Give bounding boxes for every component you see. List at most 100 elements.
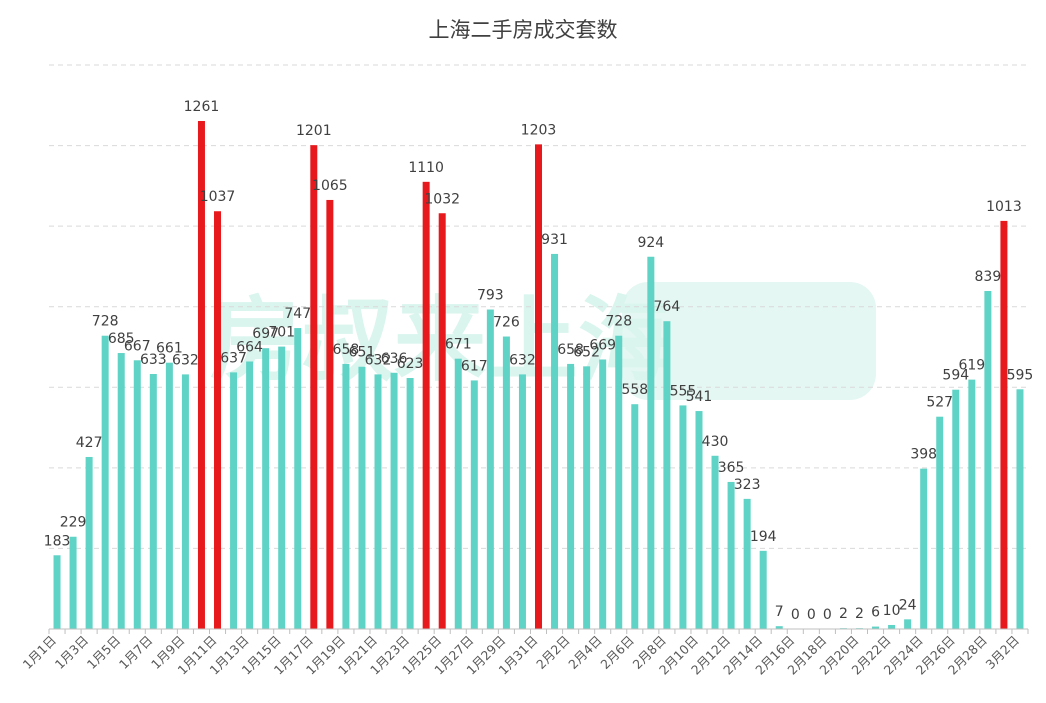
bar-2月23日 bbox=[904, 619, 912, 629]
bar-1月3日 bbox=[85, 456, 93, 629]
value-label: 229 bbox=[60, 515, 87, 531]
value-label: 669 bbox=[589, 337, 616, 353]
bar-2月8日 bbox=[663, 321, 671, 629]
x-tick-label: 3月2日 bbox=[983, 633, 1023, 673]
value-label: 430 bbox=[702, 434, 729, 450]
bar-1月12日 bbox=[230, 372, 238, 629]
bar-1月4日 bbox=[101, 335, 109, 629]
value-label: 1201 bbox=[296, 123, 332, 139]
watermark: 房叔来上海 bbox=[210, 282, 876, 400]
value-label: 619 bbox=[958, 358, 985, 374]
value-label: 1032 bbox=[424, 191, 460, 207]
bar-1月1日 bbox=[53, 555, 61, 629]
value-label: 652 bbox=[573, 344, 600, 360]
value-label: 527 bbox=[926, 395, 953, 411]
value-label: 658 bbox=[557, 342, 584, 358]
bar-2月1日 bbox=[551, 253, 559, 629]
x-tick-label: 1月5日 bbox=[84, 633, 124, 673]
value-label: 636 bbox=[381, 351, 408, 367]
value-label: 701 bbox=[268, 325, 295, 341]
x-tick-label: 2月6日 bbox=[597, 633, 637, 673]
value-label: 728 bbox=[605, 314, 632, 330]
bar-1月7日 bbox=[149, 373, 157, 629]
value-label: 931 bbox=[541, 232, 568, 248]
value-label: 0 bbox=[807, 607, 816, 623]
bar-3月1日 bbox=[1000, 220, 1008, 630]
value-label: 793 bbox=[477, 288, 504, 304]
value-label: 365 bbox=[718, 460, 745, 476]
bar-2月15日 bbox=[775, 626, 783, 629]
bar-1月19日 bbox=[342, 363, 350, 629]
value-label: 764 bbox=[654, 299, 681, 315]
value-label: 24 bbox=[899, 597, 917, 613]
bar-2月22日 bbox=[888, 624, 896, 629]
x-tick-label: 1月3日 bbox=[52, 633, 92, 673]
x-tick-label: 2月4日 bbox=[565, 633, 605, 673]
value-label: 658 bbox=[333, 342, 360, 358]
bar-1月31日 bbox=[535, 144, 542, 629]
bar-1月15日 bbox=[278, 346, 286, 629]
bar-2月28日 bbox=[984, 291, 992, 629]
value-label: 541 bbox=[686, 389, 713, 405]
bar-2月6日 bbox=[631, 404, 639, 629]
value-label: 183 bbox=[44, 533, 71, 549]
bar-1月29日 bbox=[502, 336, 510, 629]
value-label: 6 bbox=[871, 605, 880, 621]
bar-2月10日 bbox=[695, 411, 703, 629]
bar-2月5日 bbox=[615, 335, 623, 629]
bar-1月26日 bbox=[454, 358, 462, 629]
bar-2月2日 bbox=[567, 363, 575, 629]
value-label: 1065 bbox=[312, 178, 348, 194]
bar-1月20日 bbox=[358, 366, 366, 629]
watermark-badge bbox=[622, 282, 876, 400]
bar-2月11日 bbox=[711, 455, 719, 629]
bar-3月2日 bbox=[1016, 389, 1024, 629]
value-label: 1203 bbox=[521, 122, 557, 138]
value-label: 595 bbox=[1007, 367, 1034, 383]
value-label: 427 bbox=[76, 435, 103, 451]
value-label: 685 bbox=[108, 331, 135, 347]
value-label: 594 bbox=[942, 368, 969, 384]
value-label: 7 bbox=[775, 604, 784, 620]
value-label: 1013 bbox=[986, 199, 1022, 215]
bar-2月9日 bbox=[679, 405, 687, 629]
value-label: 558 bbox=[621, 382, 648, 398]
value-label: 924 bbox=[637, 235, 664, 251]
bar-2月12日 bbox=[727, 481, 735, 629]
bar-1月22日 bbox=[390, 372, 398, 629]
bar-1月27日 bbox=[470, 380, 478, 629]
value-label: 697 bbox=[252, 326, 279, 342]
value-label: 1261 bbox=[184, 99, 220, 115]
bars bbox=[53, 120, 1024, 630]
value-label: 632 bbox=[509, 352, 536, 368]
x-tick-label: 1月1日 bbox=[20, 633, 60, 673]
value-label: 671 bbox=[445, 337, 472, 353]
value-label: 2 bbox=[839, 606, 848, 622]
bar-1月25日 bbox=[438, 213, 446, 629]
value-label: 726 bbox=[493, 315, 520, 331]
bar-1月11日 bbox=[214, 211, 222, 630]
bar-2月13日 bbox=[743, 498, 751, 629]
bar-1月8日 bbox=[165, 362, 173, 629]
bar-1月14日 bbox=[262, 348, 270, 629]
value-label: 637 bbox=[220, 350, 247, 366]
value-label: 2 bbox=[855, 606, 864, 622]
value-label: 617 bbox=[461, 358, 488, 374]
value-label: 555 bbox=[670, 383, 697, 399]
value-label: 323 bbox=[734, 477, 761, 493]
bar-2月3日 bbox=[583, 366, 591, 629]
value-label: 667 bbox=[124, 338, 151, 354]
bar-1月13日 bbox=[246, 361, 254, 629]
bar-1月2日 bbox=[69, 536, 77, 629]
value-label: 623 bbox=[397, 356, 424, 372]
bar-2月7日 bbox=[647, 256, 655, 629]
value-label: 632 bbox=[172, 352, 199, 368]
bar-2月25日 bbox=[936, 416, 944, 629]
bar-1月21日 bbox=[374, 374, 382, 629]
bar-2月26日 bbox=[952, 389, 960, 629]
chart-title: 上海二手房成交套数 bbox=[428, 18, 618, 42]
value-label: 661 bbox=[156, 341, 183, 357]
value-label: 398 bbox=[910, 447, 937, 463]
bar-1月28日 bbox=[486, 309, 494, 629]
